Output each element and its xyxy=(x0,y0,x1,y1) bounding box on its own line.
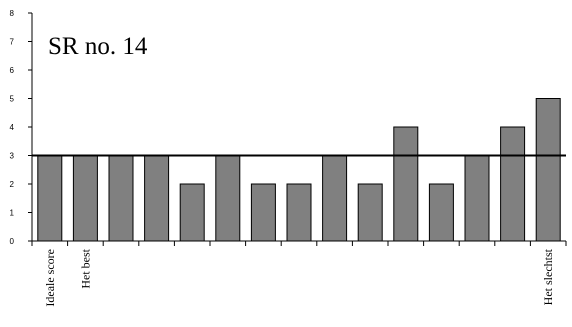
x-tick-label: Ideale score xyxy=(43,249,57,307)
y-tick-label: 6 xyxy=(10,66,15,75)
y-tick-label: 1 xyxy=(10,209,15,218)
bar-11 xyxy=(393,126,419,242)
bar-10 xyxy=(357,183,383,242)
bar-6 xyxy=(215,155,241,242)
bar-1 xyxy=(37,155,63,242)
bar-14 xyxy=(500,126,526,242)
bar-5 xyxy=(179,183,205,242)
bar-7 xyxy=(250,183,276,242)
bar-12 xyxy=(428,183,454,242)
x-tick-label: Het best xyxy=(78,248,92,288)
bar-4 xyxy=(144,155,170,242)
x-tick-label: Het slechtst xyxy=(541,248,555,305)
bar-13 xyxy=(464,155,490,242)
y-tick-label: 8 xyxy=(10,9,15,18)
x-tick-labels: Ideale score Het best Het slechtst xyxy=(43,248,555,306)
y-tick-labels: 0 1 2 3 4 5 6 7 8 xyxy=(10,9,15,246)
y-tick-label: 7 xyxy=(10,38,15,47)
axis-layer xyxy=(28,12,567,246)
bar-9 xyxy=(322,155,348,242)
y-tick-label: 5 xyxy=(10,95,15,104)
bars-layer xyxy=(37,98,561,242)
bar-8 xyxy=(286,183,312,242)
bar-2 xyxy=(72,155,98,242)
bar-3 xyxy=(108,155,134,242)
y-tick-label: 3 xyxy=(10,152,15,161)
y-tick-label: 2 xyxy=(10,180,15,189)
y-tick-label: 0 xyxy=(10,237,15,246)
bar-15 xyxy=(535,98,561,242)
chart-title: SR no. 14 xyxy=(48,33,148,60)
y-tick-label: 4 xyxy=(10,123,15,132)
